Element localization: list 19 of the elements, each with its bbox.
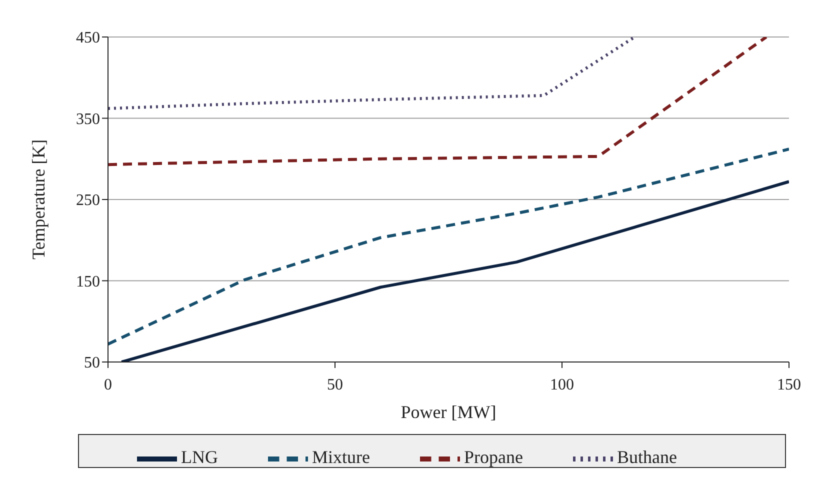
x-tick-label: 50 [327,376,343,394]
x-tick-label: 100 [550,376,574,394]
y-tick-label: 350 [76,110,100,128]
legend-label: LNG [181,447,218,468]
line-series [108,37,636,110]
y-tick-label: 450 [76,30,100,47]
y-tick-label: 50 [84,354,100,372]
line-series [108,148,789,346]
y-tick-label: 250 [76,192,100,210]
y-axis-title: Temperature [K] [28,139,48,260]
x-tick-label: 150 [777,376,801,394]
line-series [120,180,789,362]
legend-label: Mixture [312,447,370,468]
legend-label: Buthane [616,447,677,468]
x-axis-title: Power [MW] [400,402,496,422]
line-series [108,37,768,166]
x-tick-label: 0 [104,376,112,394]
y-tick-label: 150 [76,273,100,290]
legend-label: Propane [464,447,523,468]
